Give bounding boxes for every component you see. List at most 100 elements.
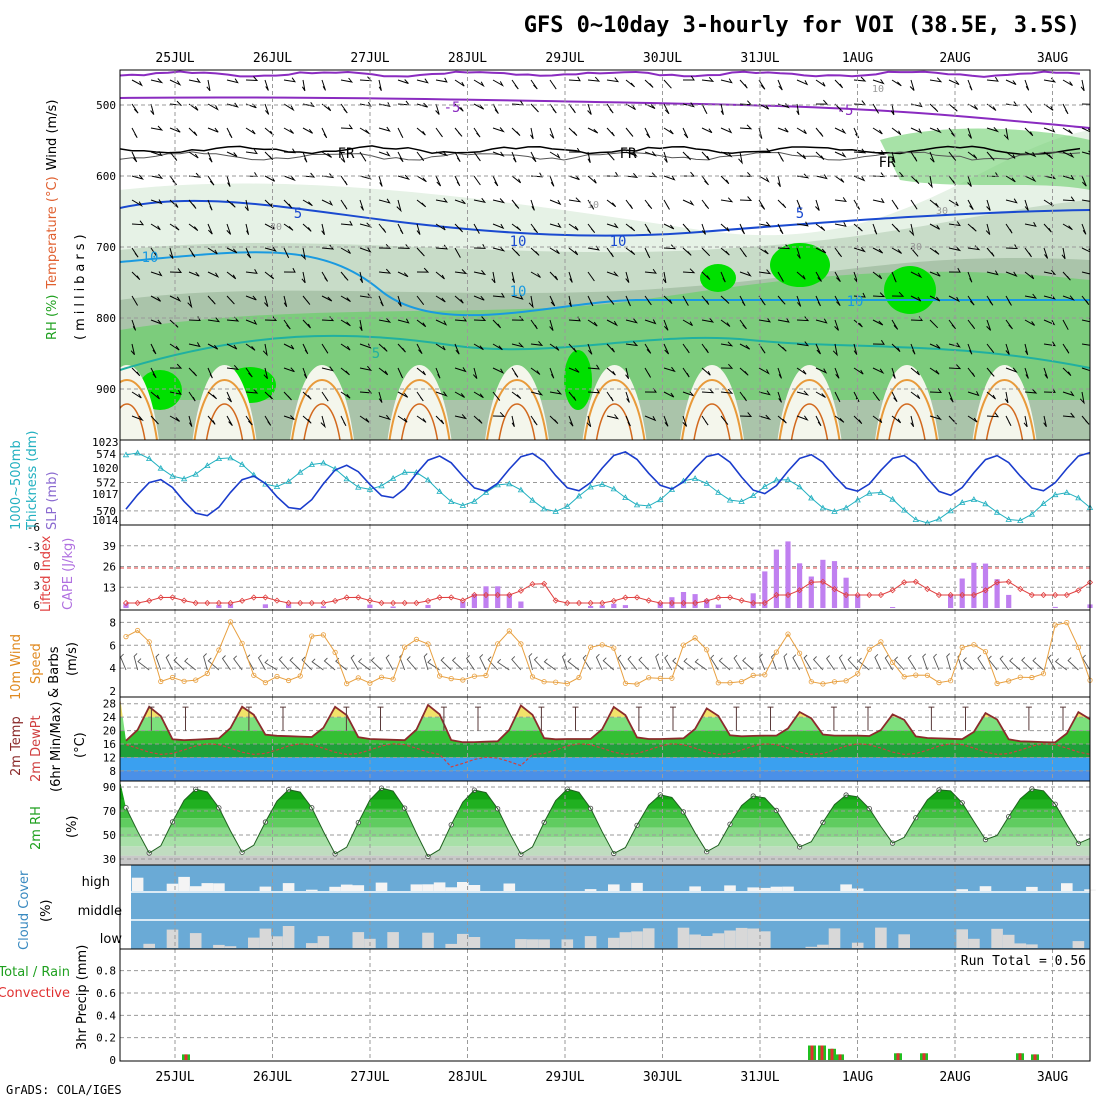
wind-barb <box>929 319 939 329</box>
wind-barb <box>927 175 933 189</box>
surface-barb <box>120 653 127 671</box>
cape-bar <box>1006 594 1012 608</box>
wind-barb <box>777 127 789 133</box>
surface-barb <box>496 658 510 671</box>
wind-barb <box>1081 127 1090 133</box>
wind-barb <box>758 79 766 90</box>
wind-barb <box>169 319 179 328</box>
wind-barb <box>264 246 277 252</box>
wind-barb <box>207 415 216 425</box>
wind-barb <box>492 391 501 401</box>
li-point <box>273 597 281 604</box>
wind-barb <box>758 390 771 396</box>
cloud-low <box>526 939 539 948</box>
wind-barb <box>758 199 766 210</box>
cloud-low <box>1014 943 1027 948</box>
wind-barb <box>169 295 182 303</box>
wind-barb <box>1062 196 1076 202</box>
wind-barb <box>1024 247 1032 258</box>
pressure-tick: 500 <box>96 99 116 112</box>
wind-barb <box>777 415 787 424</box>
contour-minus10 <box>120 70 1081 78</box>
thickness-point <box>947 507 954 514</box>
wind-barb <box>435 197 448 203</box>
precip-bar-convective <box>810 1045 814 1060</box>
wind-barb <box>834 79 844 89</box>
wind-barb <box>1062 295 1075 301</box>
wind-barb <box>644 268 657 274</box>
wind-barb <box>207 247 218 255</box>
wind-barb <box>625 341 639 347</box>
wind-barb <box>340 295 351 303</box>
date-label-top: 27JUL <box>350 51 389 66</box>
wind-barb <box>416 78 429 84</box>
wind-barb <box>188 391 196 402</box>
wind-barb <box>720 175 730 185</box>
warm-tongue <box>192 365 257 440</box>
wind-barb <box>663 223 675 230</box>
cloud-high <box>457 882 469 891</box>
surface-barb <box>1021 656 1033 671</box>
wind-barb <box>777 223 784 235</box>
bottom-date-labels: 25JUL 26JUL 27JUL 28JUL 29JUL 30JUL 31JUL 1AUG 2… <box>155 1070 1068 1085</box>
cape-bar <box>390 606 396 608</box>
wind-barb <box>834 319 839 331</box>
wind-barb <box>245 319 258 325</box>
wind-barb <box>644 199 653 210</box>
thickness-point <box>540 505 548 512</box>
surface-barb <box>803 654 812 671</box>
surface-barb <box>423 653 429 671</box>
cloud-low <box>457 933 469 948</box>
precip-ylabel: 3hr Precip (mm) <box>75 945 90 1050</box>
wind-barb <box>758 295 766 306</box>
wind-barb <box>758 269 772 275</box>
wind-barb <box>283 319 291 330</box>
wind-barb <box>226 247 238 254</box>
wind-barb <box>511 391 522 399</box>
wind-barb <box>682 127 689 139</box>
wind-barb <box>1004 391 1009 404</box>
rh-band-green <box>120 271 1090 400</box>
wind-barb <box>511 199 520 209</box>
li-point <box>366 597 373 604</box>
wind-barb <box>815 391 826 398</box>
wind-barb <box>796 247 801 259</box>
li-point <box>262 594 269 601</box>
wind-barb <box>150 173 164 179</box>
wind-barb <box>359 343 372 349</box>
wind-barb <box>1062 79 1073 87</box>
wind-barb <box>739 412 753 417</box>
wind-barb <box>1062 127 1073 135</box>
surface-barb <box>385 654 394 671</box>
wind-barb <box>473 151 481 162</box>
wind-barb <box>188 78 201 84</box>
warm-contour <box>193 379 256 440</box>
wind-barb <box>530 271 541 278</box>
wind-barb <box>188 415 193 427</box>
li-point <box>924 585 931 593</box>
wind-barb <box>528 295 534 309</box>
li-point <box>726 594 734 601</box>
slp-tick: 1017 <box>92 488 119 501</box>
wind-barb <box>511 127 521 136</box>
wind-barb <box>150 367 157 379</box>
warm-tongue <box>485 365 549 440</box>
wind-barb <box>682 391 694 397</box>
wind-barb <box>891 319 899 330</box>
wind-barb <box>1005 319 1013 330</box>
wind-barb <box>1081 223 1087 235</box>
surface-barb <box>511 656 522 671</box>
wind-barb <box>815 295 821 307</box>
warm-contour <box>120 379 158 440</box>
cloud-high <box>503 883 516 891</box>
wind-barb <box>530 340 544 346</box>
cape-axis: -6 -3 0 3 6 39 26 13 <box>27 521 116 612</box>
precip-bar-convective <box>1018 1053 1022 1060</box>
wind-barb <box>359 222 373 228</box>
wind-barb <box>245 388 259 394</box>
cape-bar <box>982 563 989 608</box>
wind-barb <box>853 127 860 139</box>
wind-barb <box>264 415 272 426</box>
